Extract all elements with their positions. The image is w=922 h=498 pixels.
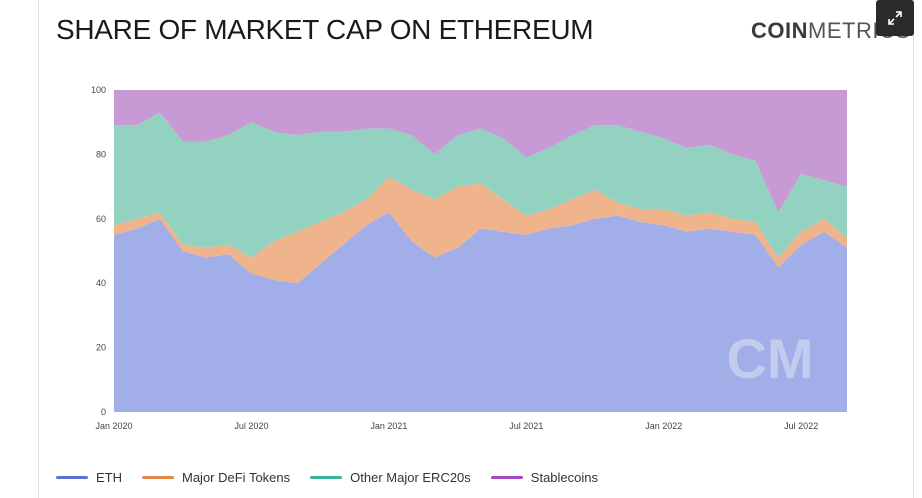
x-tick-label: Jul 2022 xyxy=(784,421,818,431)
expand-button[interactable] xyxy=(876,0,914,36)
watermark: CM xyxy=(726,327,813,390)
area-major-defi-tokens xyxy=(114,176,847,284)
legend-swatch xyxy=(310,475,343,479)
y-tick-label: 0 xyxy=(101,407,106,417)
expand-icon xyxy=(888,11,902,25)
x-tick-label: Jan 2021 xyxy=(370,421,407,431)
legend-label: Other Major ERC20s xyxy=(350,469,471,485)
x-tick-label: Jul 2021 xyxy=(509,421,543,431)
legend-item: Other Major ERC20s xyxy=(310,470,471,485)
area-eth xyxy=(114,212,847,412)
legend: ETH Major DeFi Tokens Other Major ERC20s St… xyxy=(56,468,598,486)
y-tick-label: 80 xyxy=(96,149,106,159)
x-axis: Jan 2020 Jul 2020 Jan 2021 Jul 2021 Jan 2022… xyxy=(95,421,818,431)
legend-label: Major DeFi Tokens xyxy=(182,469,291,485)
legend-item: Stablecoins xyxy=(490,469,599,485)
y-tick-label: 20 xyxy=(96,343,106,353)
chart-card xyxy=(38,0,914,498)
legend-item: Major DeFi Tokens xyxy=(142,470,290,485)
legend-swatch xyxy=(142,475,174,479)
y-tick-label: 60 xyxy=(96,214,106,224)
chart-title: SHARE OF MARKET CAP ON ETHEREUM xyxy=(56,14,594,45)
legend-swatch xyxy=(56,475,88,479)
area-other-major-erc20s xyxy=(114,112,847,258)
y-axis: 0 20 40 60 80 100 xyxy=(91,85,106,417)
x-tick-label: Jan 2020 xyxy=(95,421,132,431)
legend-label: ETH xyxy=(96,469,122,485)
area-stablecoins xyxy=(114,90,847,213)
legend-item: ETH xyxy=(56,470,122,485)
x-tick-label: Jul 2020 xyxy=(234,421,268,431)
y-tick-label: 100 xyxy=(91,85,106,95)
series-areas xyxy=(114,90,847,412)
legend-swatch xyxy=(490,475,523,479)
x-tick-label: Jan 2022 xyxy=(645,421,682,431)
y-tick-label: 40 xyxy=(96,278,106,288)
legend-label: Stablecoins xyxy=(530,469,599,485)
